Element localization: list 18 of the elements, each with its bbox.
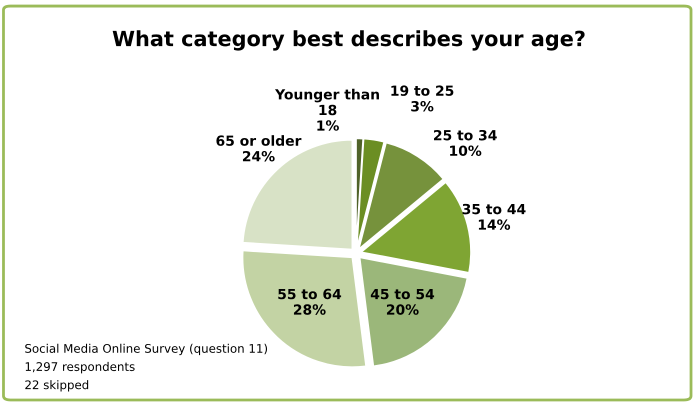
text: 1,297 respondents [26,362,135,374]
data-label: 10% [450,145,482,156]
data-label: 14% [478,219,510,230]
slice-label: 65 or older [216,135,302,146]
data-label: 28% [294,304,326,315]
data-label: 1% [317,120,339,131]
slice-label: 55 to 64 [278,288,342,300]
chart-title: What category best describes your age? [112,30,585,51]
data-label: 24% [242,150,275,162]
text: 22 skipped [25,380,88,392]
data-label: 20% [386,304,419,315]
slice-label: 19 to 25 [391,85,454,96]
text: Social Media Online Survey (question 11) [25,344,268,356]
slice-label: Younger than 18 [274,88,379,116]
slice-label: 45 to 54 [370,288,434,300]
data-label: 3% [411,100,434,112]
slice-label: 35 to 44 [462,204,526,214]
slice-label: 25 to 34 [434,130,497,140]
